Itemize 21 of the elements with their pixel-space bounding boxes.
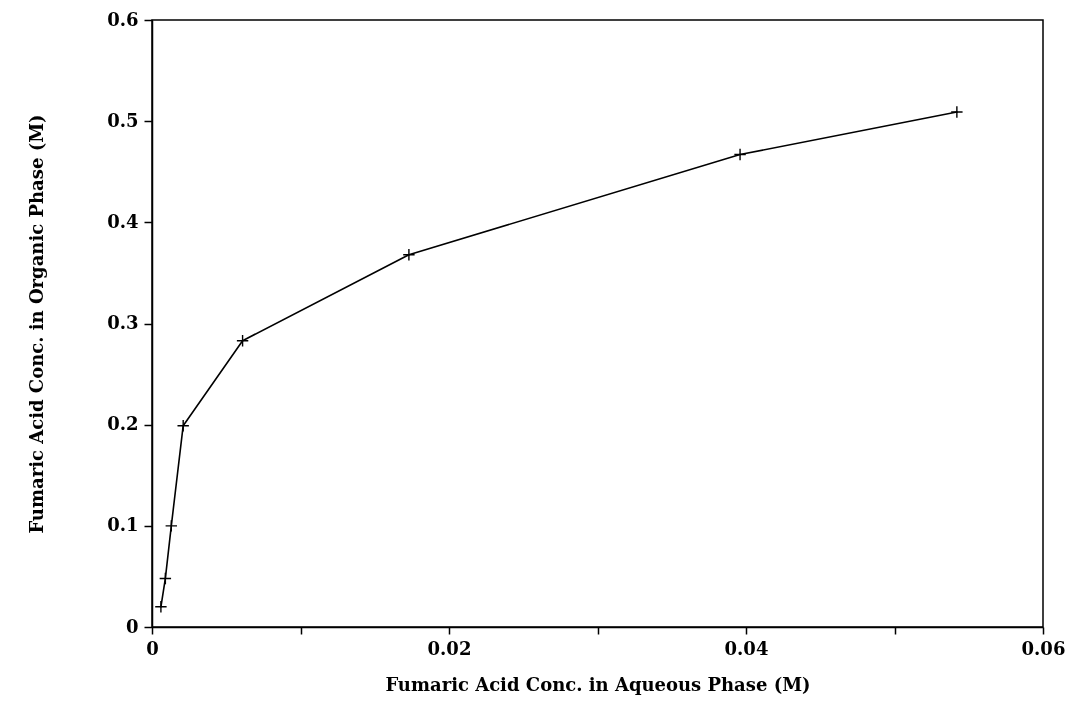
point [176, 419, 190, 433]
point [154, 600, 168, 614]
point [402, 248, 416, 262]
point [158, 572, 172, 585]
x-tick-label: 0.06 [1021, 637, 1066, 659]
x-axis-title: Fumaric Acid Conc. in Aqueous Phase (M) [385, 673, 811, 695]
point [164, 519, 178, 533]
y-tick-label: 0 [125, 615, 139, 637]
y-tick-label: 0.6 [107, 8, 139, 30]
y-tick-label: 0.2 [107, 413, 139, 435]
point [236, 334, 249, 348]
y-tick-label: 0.1 [107, 514, 139, 536]
x-tick-label: 0.02 [427, 637, 472, 659]
y-tick-label: 0.5 [107, 109, 139, 131]
x-tick-label: 0 [146, 637, 159, 659]
y-tick-label: 0.3 [107, 312, 139, 333]
x-tick-label: 0.04 [724, 637, 769, 659]
point [733, 148, 747, 161]
y-axis-title: Fumaric Acid Conc. in Organic Phase (M) [26, 114, 48, 534]
y-tick-label: 0.4 [107, 210, 139, 232]
point [950, 105, 964, 119]
